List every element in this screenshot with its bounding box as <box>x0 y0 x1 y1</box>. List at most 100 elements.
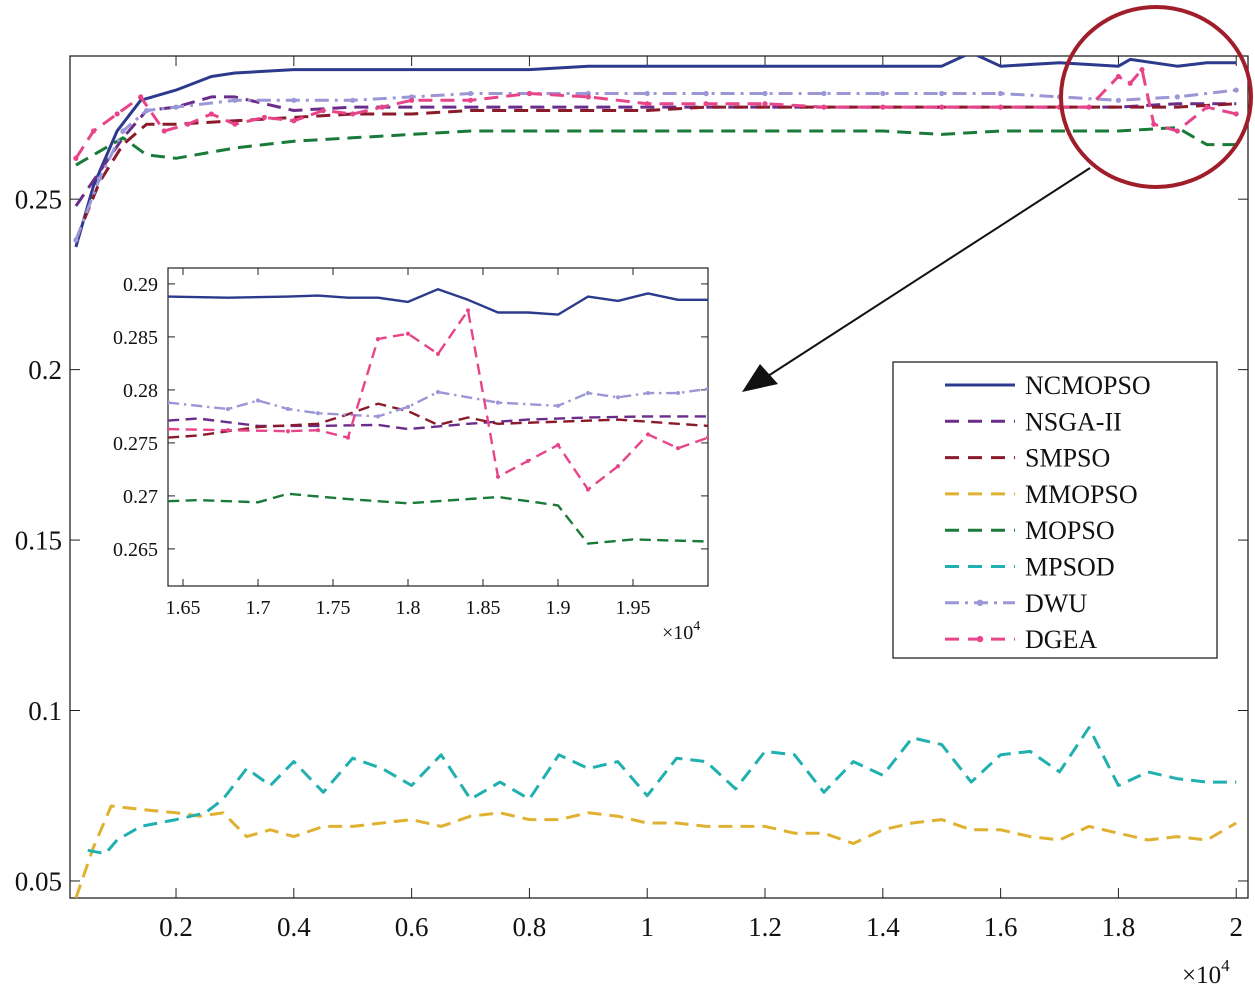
inset-series-group <box>168 288 708 545</box>
zoom-arrow-head <box>742 364 778 392</box>
legend-label-dwu: DWU <box>1025 589 1087 618</box>
main-series-line-ncmopso <box>74 56 1237 248</box>
inset-series-point-dgea <box>345 435 351 440</box>
legend-label-dgea: DGEA <box>1025 625 1097 654</box>
x-exponent-power: 4 <box>1221 956 1230 975</box>
inset-series-point-dgea <box>405 331 411 336</box>
main-x-tick-label: 0.2 <box>159 912 193 942</box>
main-series-point-dwu <box>1115 97 1122 103</box>
inset-series-point-dwu <box>405 404 411 409</box>
main-y-tick-label: 0.1 <box>28 696 62 726</box>
main-x-tick-label: 2 <box>1229 912 1243 942</box>
main-ticks: 0.2 0.4 0.6 0.8 1 1.2 1.4 1.6 1.8 2 0.05 0.1 0.15 0.2… <box>15 56 1248 942</box>
zoom-highlight-circle <box>1059 5 1253 189</box>
main-series-point-dwu <box>73 237 79 243</box>
main-series-group <box>73 56 1239 898</box>
main-series-point-dgea <box>880 104 886 110</box>
main-series-point-dgea <box>161 128 167 134</box>
main-x-tick-label: 0.8 <box>513 912 547 942</box>
inset-y-tick-label: 0.285 <box>113 327 158 349</box>
main-series-point-dgea <box>1127 80 1133 86</box>
main-series-point-dgea <box>409 97 415 103</box>
inset-series-point-dwu <box>585 391 591 396</box>
main-series-point-dgea <box>379 104 385 110</box>
inset-series-point-dgea <box>375 336 381 342</box>
main-series-point-dgea <box>1204 104 1210 110</box>
main-series-point-dgea <box>73 155 79 161</box>
inset-series-line-ncmopso <box>168 288 708 316</box>
inset-series-point-dwu <box>285 406 291 412</box>
main-series-point-dgea <box>261 114 267 120</box>
inset-series-point-dgea <box>675 446 681 451</box>
legend: NCMOPSO NSGA-II SMPSO MMOPSO MOPSO MPSOD DWU DG… <box>945 371 1151 654</box>
inset-series-line-dgea <box>168 309 708 491</box>
x-exponent-label: ×104 <box>1182 956 1230 989</box>
main-series-point-dgea <box>1086 104 1092 110</box>
legend-label-mmopso: MMOPSO <box>1025 480 1138 509</box>
main-series-point-dwu <box>644 90 650 97</box>
main-series-point-dgea <box>821 104 827 110</box>
inset-y-tick-label: 0.29 <box>123 274 158 296</box>
inset-y-tick-label: 0.28 <box>123 380 158 402</box>
legend-marker-dwu <box>976 599 984 606</box>
main-series-line-mmopso <box>74 804 1237 898</box>
main-x-tick-label: 1 <box>640 912 654 942</box>
inset-x-tick-label: 1.65 <box>166 597 201 619</box>
inset-y-tick-label: 0.265 <box>113 539 158 561</box>
inset-series-point-dwu <box>615 395 621 400</box>
inset-series-point-dgea <box>645 432 651 437</box>
inset-y-tick-label: 0.27 <box>123 486 158 508</box>
main-series-point-dgea <box>114 111 120 117</box>
inset-series-point-dgea <box>495 474 501 479</box>
inset-x-tick-label: 1.7 <box>246 597 271 619</box>
main-x-tick-label: 1.8 <box>1102 912 1136 942</box>
main-series-point-dwu <box>998 90 1004 97</box>
inset-series-point-dwu <box>255 398 261 403</box>
main-series-point-dgea <box>291 118 297 124</box>
inset-series-line-nsga-ii <box>168 415 708 431</box>
main-x-tick-label: 0.6 <box>395 912 429 942</box>
main-series-point-dwu <box>762 90 768 97</box>
main-series-point-dgea <box>526 90 533 97</box>
legend-label-mopso: MOPSO <box>1025 516 1115 545</box>
inset-series-line-smpso <box>168 402 708 439</box>
main-series-point-dwu <box>232 97 238 103</box>
main-series-point-dgea <box>320 107 326 114</box>
main-series-point-dwu <box>173 104 179 110</box>
inset-series-point-dwu <box>645 391 651 396</box>
inset-series-point-dwu <box>315 411 321 416</box>
main-series-point-dwu <box>939 90 945 97</box>
main-series-point-dwu <box>703 90 709 97</box>
inset-series-point-dgea <box>285 429 291 434</box>
inset-series-line-mopso <box>168 492 708 545</box>
inset-series-point-dwu <box>435 389 441 395</box>
inset-x-tick-label: 1.9 <box>546 597 571 619</box>
legend-label-nsga-ii: NSGA-II <box>1025 407 1122 436</box>
inset-series-point-dwu <box>225 406 231 412</box>
legend-box <box>892 361 1218 659</box>
inset-series-point-dwu <box>168 400 171 405</box>
inset-series-point-dgea <box>705 435 708 440</box>
main-y-tick-label: 0.25 <box>15 185 62 215</box>
inset-series-point-dgea <box>225 428 231 433</box>
main-y-tick-label: 0.2 <box>28 355 62 385</box>
main-x-tick-label: 1.4 <box>866 912 900 942</box>
main-series-point-dgea <box>467 97 474 103</box>
inset-series-point-dgea <box>615 464 621 469</box>
inset-x-exponent-power: 4 <box>693 619 700 634</box>
main-series-point-dgea <box>185 121 191 127</box>
legend-label-smpso: SMPSO <box>1025 444 1110 473</box>
inset-series-point-dwu <box>675 391 681 396</box>
main-series-point-dgea <box>1233 111 1239 117</box>
main-series-point-dgea <box>939 104 945 110</box>
inset-ticks: 1.65 1.7 1.75 1.8 1.85 1.9 1.95 0.265 0.27 0.275 0… <box>113 268 708 619</box>
inset-series-point-dgea <box>168 427 171 432</box>
inset-series-point-dgea <box>465 308 471 313</box>
main-x-tick-label: 1.2 <box>748 912 782 942</box>
main-series-point-dgea <box>998 104 1004 110</box>
inset-x-tick-label: 1.85 <box>466 597 501 619</box>
main-series-point-dgea <box>1151 121 1157 127</box>
inset-series-point-dwu <box>375 414 381 419</box>
main-series-point-dgea <box>1115 73 1122 80</box>
